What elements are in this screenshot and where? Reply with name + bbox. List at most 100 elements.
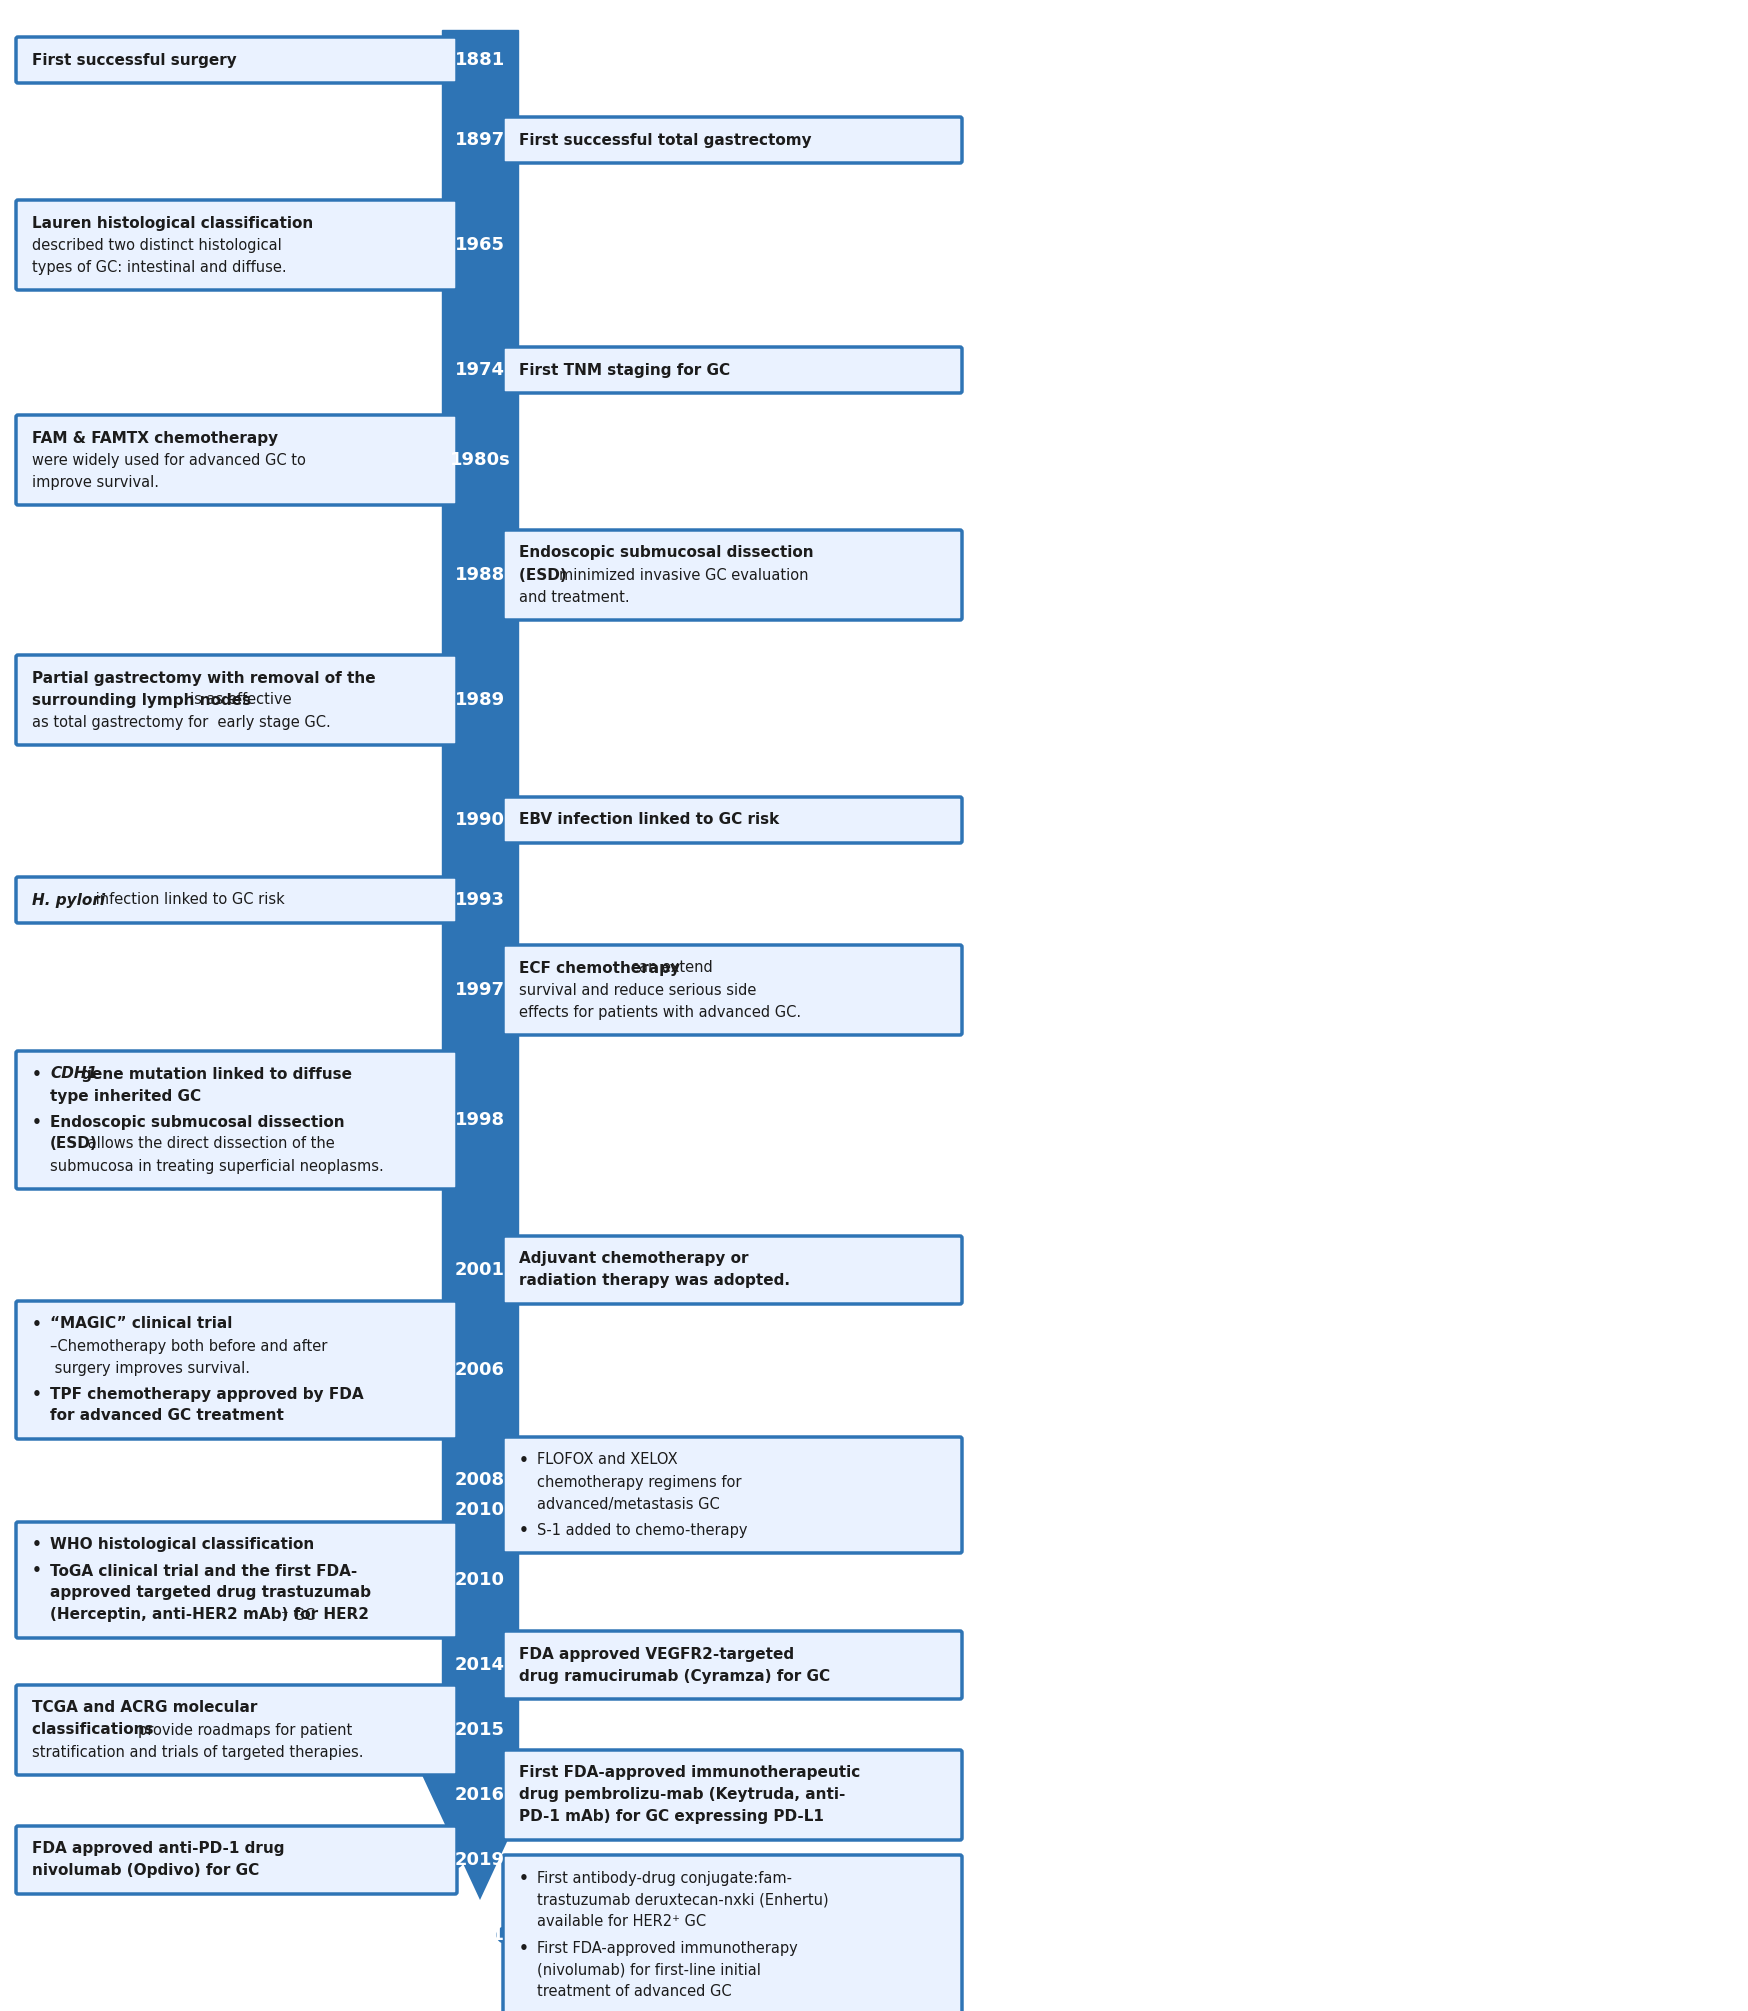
Text: WHO histological classification: WHO histological classification — [51, 1538, 315, 1552]
Circle shape — [510, 133, 526, 149]
Text: •: • — [31, 1114, 42, 1130]
FancyBboxPatch shape — [503, 1438, 961, 1552]
Bar — [442, 30, 517, 1760]
Text: S-1 added to chemo-therapy: S-1 added to chemo-therapy — [537, 1522, 746, 1538]
Circle shape — [496, 133, 512, 149]
Text: 1990: 1990 — [454, 810, 505, 829]
Text: nivolumab (Opdivo) for GC: nivolumab (Opdivo) for GC — [31, 1864, 259, 1878]
Text: CDH1: CDH1 — [51, 1066, 98, 1082]
Circle shape — [447, 893, 463, 909]
Circle shape — [447, 692, 463, 708]
Text: 2014: 2014 — [454, 1655, 505, 1673]
Circle shape — [496, 1657, 512, 1673]
Text: •: • — [519, 1941, 528, 1955]
Text: 1980s: 1980s — [449, 450, 510, 469]
Text: •: • — [31, 1066, 42, 1082]
Text: type inherited GC: type inherited GC — [51, 1088, 201, 1104]
Circle shape — [510, 362, 526, 378]
Text: ECF chemotherapy: ECF chemotherapy — [519, 961, 685, 975]
Circle shape — [434, 237, 449, 253]
FancyBboxPatch shape — [16, 1522, 456, 1639]
Text: (nivolumab) for first-line initial: (nivolumab) for first-line initial — [537, 1963, 760, 1977]
Text: PD-1 mAb) for GC expressing PD-L1: PD-1 mAb) for GC expressing PD-L1 — [519, 1810, 823, 1824]
Text: 1965: 1965 — [454, 235, 505, 253]
FancyBboxPatch shape — [16, 1826, 456, 1894]
Polygon shape — [414, 1760, 545, 1900]
Circle shape — [510, 812, 526, 829]
Text: can extend: can extend — [631, 961, 713, 975]
Text: •: • — [31, 1563, 42, 1579]
Text: 1988: 1988 — [454, 565, 505, 583]
FancyBboxPatch shape — [16, 1685, 456, 1776]
Text: improve survival.: improve survival. — [31, 475, 159, 489]
Text: First FDA-approved immunotherapy: First FDA-approved immunotherapy — [537, 1941, 797, 1955]
Circle shape — [447, 237, 463, 253]
Text: First successful total gastrectomy: First successful total gastrectomy — [519, 133, 811, 147]
Text: Adjuvant chemotherapy or: Adjuvant chemotherapy or — [519, 1251, 748, 1267]
FancyBboxPatch shape — [16, 36, 456, 82]
Text: EBV infection linked to GC risk: EBV infection linked to GC risk — [519, 812, 780, 827]
FancyBboxPatch shape — [503, 348, 961, 392]
Circle shape — [434, 1721, 449, 1738]
Text: •: • — [31, 1538, 42, 1552]
Text: 1997: 1997 — [454, 981, 505, 999]
FancyBboxPatch shape — [16, 1052, 456, 1189]
Circle shape — [510, 1788, 526, 1804]
Circle shape — [447, 1361, 463, 1378]
Text: •: • — [31, 1386, 42, 1402]
Text: First antibody-drug conjugate:fam-: First antibody-drug conjugate:fam- — [537, 1870, 792, 1886]
Text: for advanced GC treatment: for advanced GC treatment — [51, 1408, 283, 1424]
Circle shape — [510, 1263, 526, 1279]
Text: and treatment.: and treatment. — [519, 589, 629, 605]
FancyBboxPatch shape — [503, 1631, 961, 1699]
FancyBboxPatch shape — [503, 796, 961, 843]
Text: TPF chemotherapy approved by FDA: TPF chemotherapy approved by FDA — [51, 1386, 364, 1402]
Text: chemotherapy regimens for: chemotherapy regimens for — [537, 1474, 741, 1490]
Text: 2006: 2006 — [454, 1361, 505, 1380]
Text: types of GC: intestinal and diffuse.: types of GC: intestinal and diffuse. — [31, 259, 287, 273]
FancyBboxPatch shape — [503, 1854, 961, 2011]
Text: TCGA and ACRG molecular: TCGA and ACRG molecular — [31, 1701, 257, 1715]
Text: FAM & FAMTX chemotherapy: FAM & FAMTX chemotherapy — [31, 430, 278, 446]
Text: 1897: 1897 — [454, 131, 505, 149]
Text: effects for patients with advanced GC.: effects for patients with advanced GC. — [519, 1006, 801, 1020]
Circle shape — [447, 1573, 463, 1589]
Circle shape — [496, 1927, 512, 1943]
Text: provide roadmaps for patient: provide roadmaps for patient — [138, 1723, 351, 1738]
Text: available for HER2⁺ GC: available for HER2⁺ GC — [537, 1914, 706, 1929]
Text: 2010: 2010 — [454, 1500, 505, 1518]
Text: First TNM staging for GC: First TNM staging for GC — [519, 362, 729, 378]
Text: FDA approved anti-PD-1 drug: FDA approved anti-PD-1 drug — [31, 1842, 285, 1856]
Text: 1998: 1998 — [454, 1110, 505, 1128]
Text: infection linked to GC risk: infection linked to GC risk — [91, 893, 285, 907]
Text: submucosa in treating superficial neoplasms.: submucosa in treating superficial neopla… — [51, 1158, 383, 1174]
FancyBboxPatch shape — [503, 531, 961, 619]
Text: advanced/metastasis GC: advanced/metastasis GC — [537, 1496, 720, 1512]
Text: treatment of advanced GC: treatment of advanced GC — [537, 1985, 731, 1999]
FancyBboxPatch shape — [503, 945, 961, 1036]
Circle shape — [510, 1927, 526, 1943]
Circle shape — [496, 1788, 512, 1804]
Text: as total gastrectomy for  early stage GC.: as total gastrectomy for early stage GC. — [31, 714, 330, 730]
Text: survival and reduce serious side: survival and reduce serious side — [519, 983, 755, 997]
Text: 1974: 1974 — [454, 362, 505, 378]
Text: 2008: 2008 — [454, 1470, 505, 1488]
Text: is as effective: is as effective — [191, 692, 292, 708]
Text: First FDA-approved immunotherapeutic: First FDA-approved immunotherapeutic — [519, 1766, 860, 1780]
Text: –Chemotherapy both before and after: –Chemotherapy both before and after — [51, 1339, 327, 1353]
Text: •: • — [519, 1452, 528, 1468]
Circle shape — [510, 1657, 526, 1673]
Circle shape — [434, 1112, 449, 1128]
Circle shape — [510, 1486, 526, 1502]
FancyBboxPatch shape — [16, 414, 456, 505]
Text: approved targeted drug trastuzumab: approved targeted drug trastuzumab — [51, 1585, 371, 1601]
Text: drug ramucirumab (Cyramza) for GC: drug ramucirumab (Cyramza) for GC — [519, 1669, 830, 1683]
Text: 2021: 2021 — [454, 1927, 505, 1945]
Text: Endoscopic submucosal dissection: Endoscopic submucosal dissection — [51, 1114, 344, 1130]
Text: (Herceptin, anti-HER2 mAb) for HER2: (Herceptin, anti-HER2 mAb) for HER2 — [51, 1607, 369, 1623]
Circle shape — [496, 567, 512, 583]
FancyBboxPatch shape — [503, 1237, 961, 1303]
Circle shape — [496, 981, 512, 997]
FancyBboxPatch shape — [503, 1750, 961, 1840]
Circle shape — [510, 981, 526, 997]
